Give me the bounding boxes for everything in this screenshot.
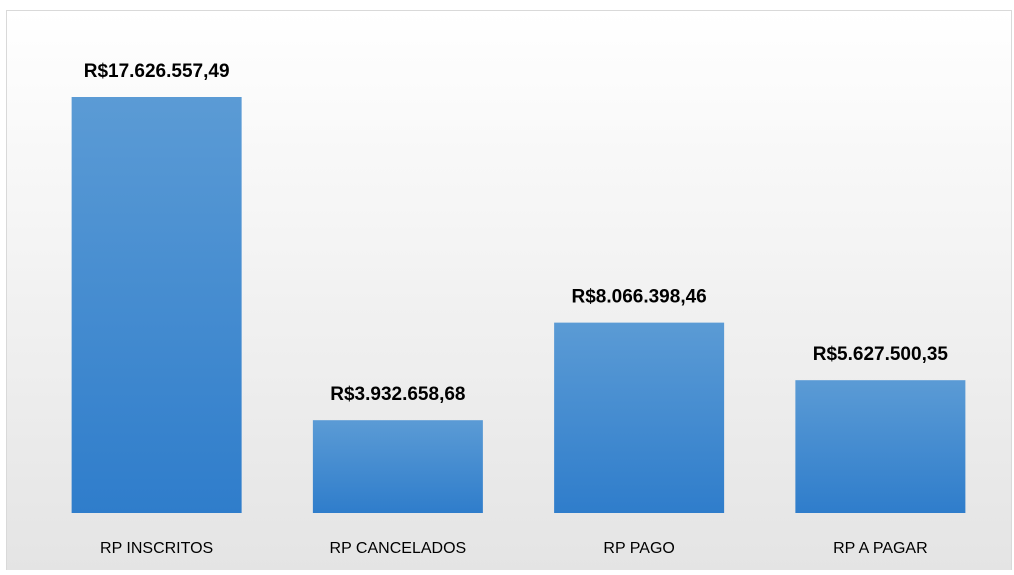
value-label: R$3.932.658,68 <box>330 384 465 405</box>
x-tick-label: RP CANCELADOS <box>330 540 467 557</box>
x-tick-label: RP PAGO <box>603 540 674 557</box>
x-tick-label: RP INSCRITOS <box>100 540 213 557</box>
bar <box>312 420 483 513</box>
bar <box>71 97 242 513</box>
bar <box>554 322 725 513</box>
value-label: R$17.626.557,49 <box>84 61 230 82</box>
value-label: R$8.066.398,46 <box>572 287 707 308</box>
bar <box>795 380 966 513</box>
value-label: R$5.627.500,35 <box>813 344 949 365</box>
x-tick-label: RP A PAGAR <box>833 540 928 557</box>
